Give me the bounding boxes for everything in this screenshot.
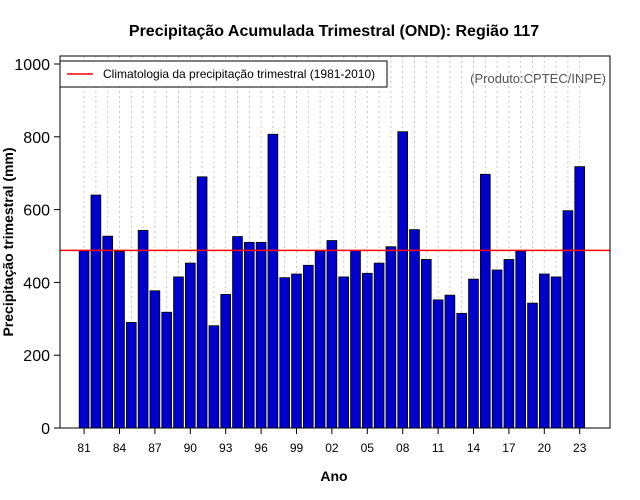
bar-1998 (279, 277, 290, 429)
bar-1984 (114, 251, 125, 429)
bar-2002 (326, 240, 338, 429)
bar-1994 (232, 236, 243, 429)
bar-1990 (184, 262, 196, 429)
x-tick-label: 84 (113, 441, 127, 455)
bar-1991 (196, 176, 208, 429)
x-tick-label: 08 (396, 441, 410, 455)
bar-1986 (137, 229, 149, 429)
bar-1985 (126, 322, 137, 429)
x-tick-label: 05 (361, 441, 375, 455)
y-axis-title: Precipitação trimestral (mm) (0, 147, 16, 336)
x-tick-label: 99 (290, 441, 304, 455)
bar-1987 (149, 290, 161, 429)
bar-1997 (267, 133, 279, 429)
bar-1983 (102, 235, 114, 429)
legend-box (59, 60, 388, 88)
x-tick-label: 11 (432, 441, 445, 455)
bar-1989 (173, 276, 184, 429)
bar-1995 (243, 241, 255, 429)
x-tick-label: 02 (325, 441, 339, 455)
x-tick-label: 87 (148, 441, 162, 455)
bar-2013 (456, 312, 467, 429)
x-tick-label: 81 (77, 441, 91, 455)
bar-2021 (550, 276, 562, 429)
chart-title: Precipitação Acumulada Trimestral (OND):… (129, 23, 539, 40)
bars (78, 131, 585, 429)
bar-2020 (539, 273, 550, 429)
y-tick-label: 400 (23, 275, 50, 292)
bar-2009 (409, 229, 420, 429)
bar-2019 (527, 302, 538, 429)
plot-frame (59, 55, 611, 429)
bar-2001 (314, 250, 326, 429)
legend: Climatologia da precipitação trimestral … (59, 60, 388, 88)
x-tick-label: 17 (502, 441, 516, 455)
bar-2015 (479, 173, 491, 429)
y-tick-label: 800 (23, 130, 50, 147)
x-tick-label: 14 (467, 441, 481, 455)
x-tick-label: 23 (573, 441, 587, 455)
bar-1993 (220, 294, 232, 429)
bar-2007 (385, 246, 397, 429)
legend-label: Climatologia da precipitação trimestral … (103, 67, 375, 81)
bar-2017 (503, 259, 515, 429)
x-axis-title: Ano (320, 468, 347, 484)
bar-2008 (397, 131, 408, 429)
bar-1988 (161, 311, 173, 429)
y-axis: 0 200 400 600 800 1000 (14, 57, 60, 438)
y-tick-label: 200 (23, 348, 50, 365)
bar-2006 (373, 262, 385, 429)
bar-2012 (444, 294, 456, 429)
bar-1996 (255, 241, 267, 429)
x-tick-label: 93 (219, 441, 233, 455)
x-tick-label: 20 (538, 441, 552, 455)
x-axis: 81 84 87 90 93 96 99 02 05 08 11 14 17 20 23 (77, 428, 587, 455)
bar-1982 (90, 194, 102, 429)
bar-2014 (468, 278, 479, 429)
x-tick-label: 90 (184, 441, 198, 455)
bar-2023 (574, 166, 585, 429)
bar-2022 (562, 210, 574, 429)
y-tick-label: 0 (41, 421, 50, 438)
bar-2016 (491, 269, 503, 429)
bar-2018 (515, 250, 526, 429)
bar-1999 (291, 273, 302, 429)
bar-1992 (208, 325, 220, 429)
bar-2011 (432, 299, 444, 429)
bar-2005 (361, 272, 373, 429)
y-tick-label: 1000 (14, 57, 50, 74)
source-note: (Produto:CPTEC/INPE) (470, 71, 606, 86)
bar-2003 (338, 276, 349, 429)
bar-2000 (302, 264, 314, 429)
y-tick-label: 600 (23, 203, 50, 220)
x-tick-label: 96 (254, 441, 268, 455)
bar-2010 (420, 259, 432, 429)
bar-2004 (350, 250, 361, 429)
bar-1981 (78, 250, 90, 429)
